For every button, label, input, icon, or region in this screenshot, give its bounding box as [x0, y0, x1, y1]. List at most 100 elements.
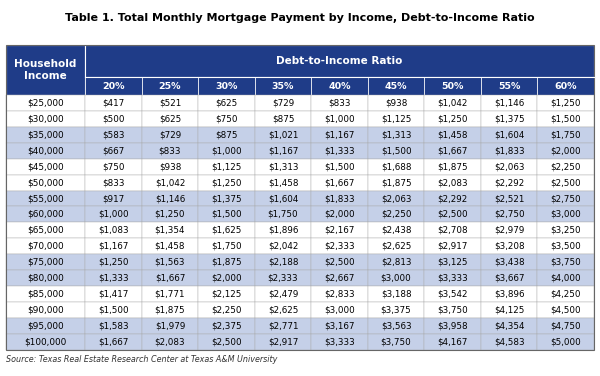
- Text: $1,250: $1,250: [437, 115, 468, 123]
- Text: 30%: 30%: [215, 82, 238, 91]
- Text: $1,500: $1,500: [98, 305, 129, 314]
- Text: $2,000: $2,000: [211, 274, 242, 283]
- Text: $2,292: $2,292: [437, 194, 468, 203]
- Text: $3,563: $3,563: [381, 321, 412, 330]
- Text: $3,750: $3,750: [550, 258, 581, 267]
- Text: $1,125: $1,125: [211, 162, 242, 171]
- Text: $938: $938: [159, 162, 181, 171]
- Text: $2,438: $2,438: [381, 226, 412, 235]
- Text: $3,958: $3,958: [437, 321, 468, 330]
- Text: $1,146: $1,146: [494, 99, 524, 108]
- Text: 50%: 50%: [442, 82, 464, 91]
- Text: $500: $500: [102, 115, 125, 123]
- Text: $3,542: $3,542: [437, 290, 468, 299]
- Text: $85,000: $85,000: [27, 290, 64, 299]
- Text: 35%: 35%: [272, 82, 294, 91]
- Text: $1,833: $1,833: [494, 146, 524, 155]
- Text: $3,000: $3,000: [324, 305, 355, 314]
- Text: $2,333: $2,333: [324, 242, 355, 251]
- Text: $1,333: $1,333: [324, 146, 355, 155]
- Text: $1,979: $1,979: [155, 321, 185, 330]
- Text: $1,083: $1,083: [98, 226, 129, 235]
- Text: $750: $750: [102, 162, 125, 171]
- Text: 25%: 25%: [159, 82, 181, 91]
- Text: $667: $667: [102, 146, 125, 155]
- Text: $1,604: $1,604: [268, 194, 298, 203]
- Text: Debt-to-Income Ratio: Debt-to-Income Ratio: [277, 56, 403, 66]
- Text: $2,063: $2,063: [494, 162, 524, 171]
- Text: $2,167: $2,167: [325, 226, 355, 235]
- Text: $2,750: $2,750: [494, 210, 524, 219]
- Text: $45,000: $45,000: [27, 162, 64, 171]
- Text: $2,000: $2,000: [550, 146, 581, 155]
- Text: $2,000: $2,000: [324, 210, 355, 219]
- Text: $1,500: $1,500: [381, 146, 412, 155]
- Text: $2,833: $2,833: [324, 290, 355, 299]
- Text: $2,500: $2,500: [550, 178, 581, 187]
- Text: $2,667: $2,667: [325, 274, 355, 283]
- Text: $1,458: $1,458: [437, 130, 468, 139]
- Text: $625: $625: [159, 115, 181, 123]
- Text: $2,917: $2,917: [268, 337, 298, 346]
- Text: $1,750: $1,750: [268, 210, 298, 219]
- Text: $25,000: $25,000: [27, 99, 64, 108]
- Text: $2,292: $2,292: [494, 178, 524, 187]
- Text: $2,042: $2,042: [268, 242, 298, 251]
- Text: $3,167: $3,167: [325, 321, 355, 330]
- Text: $2,083: $2,083: [437, 178, 468, 187]
- Text: $1,667: $1,667: [437, 146, 468, 155]
- Text: $1,500: $1,500: [550, 115, 581, 123]
- Text: $4,583: $4,583: [494, 337, 524, 346]
- Text: $1,313: $1,313: [381, 130, 412, 139]
- Text: $2,063: $2,063: [381, 194, 412, 203]
- Text: $1,667: $1,667: [155, 274, 185, 283]
- Text: $2,813: $2,813: [381, 258, 412, 267]
- Text: $1,688: $1,688: [381, 162, 412, 171]
- Text: $2,521: $2,521: [494, 194, 524, 203]
- Text: $833: $833: [328, 99, 351, 108]
- Text: $3,438: $3,438: [494, 258, 524, 267]
- Text: $625: $625: [215, 99, 238, 108]
- Text: $1,667: $1,667: [98, 337, 128, 346]
- Text: $60,000: $60,000: [27, 210, 64, 219]
- Text: $1,250: $1,250: [155, 210, 185, 219]
- Text: $1,500: $1,500: [324, 162, 355, 171]
- Text: $1,000: $1,000: [324, 115, 355, 123]
- Text: $2,375: $2,375: [211, 321, 242, 330]
- Text: $833: $833: [102, 178, 125, 187]
- Text: $2,771: $2,771: [268, 321, 298, 330]
- Text: $4,125: $4,125: [494, 305, 524, 314]
- Text: 45%: 45%: [385, 82, 407, 91]
- Text: $4,354: $4,354: [494, 321, 524, 330]
- Text: 55%: 55%: [498, 82, 520, 91]
- Text: $1,167: $1,167: [325, 130, 355, 139]
- Text: $4,750: $4,750: [550, 321, 581, 330]
- Text: $2,708: $2,708: [437, 226, 468, 235]
- Text: $2,625: $2,625: [381, 242, 412, 251]
- Text: $2,750: $2,750: [550, 194, 581, 203]
- Text: $3,333: $3,333: [437, 274, 468, 283]
- Text: $3,333: $3,333: [324, 337, 355, 346]
- Text: $3,250: $3,250: [550, 226, 581, 235]
- Text: $1,146: $1,146: [155, 194, 185, 203]
- Text: 60%: 60%: [554, 82, 577, 91]
- Text: $2,479: $2,479: [268, 290, 298, 299]
- Text: $1,875: $1,875: [155, 305, 185, 314]
- Text: 20%: 20%: [102, 82, 125, 91]
- Text: $1,021: $1,021: [268, 130, 298, 139]
- Text: $3,667: $3,667: [494, 274, 524, 283]
- Text: $1,417: $1,417: [98, 290, 128, 299]
- Text: $1,833: $1,833: [324, 194, 355, 203]
- Text: $3,125: $3,125: [437, 258, 468, 267]
- Text: $938: $938: [385, 99, 407, 108]
- Text: $2,625: $2,625: [268, 305, 298, 314]
- Text: $729: $729: [159, 130, 181, 139]
- Text: $1,125: $1,125: [381, 115, 412, 123]
- Text: $1,750: $1,750: [211, 242, 242, 251]
- Text: $4,250: $4,250: [550, 290, 581, 299]
- Text: $1,250: $1,250: [550, 99, 581, 108]
- Text: $3,375: $3,375: [381, 305, 412, 314]
- Text: $1,250: $1,250: [98, 258, 128, 267]
- Text: $95,000: $95,000: [27, 321, 64, 330]
- Text: $90,000: $90,000: [27, 305, 64, 314]
